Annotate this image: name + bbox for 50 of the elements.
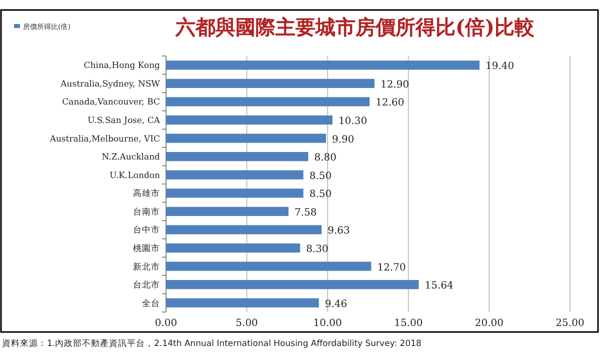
data-label: 8.50 [309, 189, 332, 200]
y-tick-label: 台北市 [133, 280, 160, 291]
x-tick-label: 5.00 [236, 318, 258, 329]
bar [166, 206, 288, 216]
x-tick-label: 15.00 [394, 318, 423, 329]
y-tick-label: 高雄市 [133, 188, 160, 200]
y-tick-label: 新北市 [133, 261, 160, 272]
data-label: 9.46 [324, 298, 348, 310]
bar [166, 298, 319, 308]
data-label: 8.50 [309, 170, 332, 182]
data-label: 19.40 [486, 61, 514, 72]
data-label: 8.30 [306, 244, 328, 255]
data-label: 7.58 [294, 207, 317, 218]
bar [166, 280, 419, 290]
y-tick-label: China,Hong Kong [84, 61, 161, 72]
y-tick-label: Canada,Vancouver, BC [62, 98, 160, 108]
data-label: 9.90 [332, 134, 354, 146]
bar [166, 78, 374, 88]
bar [166, 60, 480, 70]
data-label: 15.64 [424, 280, 454, 292]
bar [166, 97, 370, 106]
bar [166, 243, 300, 253]
data-label: 12.90 [380, 79, 410, 90]
x-tick-label: 20.00 [474, 318, 504, 329]
y-tick-label: U.S.San Jose, CA [88, 116, 161, 126]
bar [166, 134, 326, 143]
data-label: 12.60 [376, 98, 404, 109]
x-tick-label: 25.00 [556, 318, 584, 329]
x-tick-label: 0.00 [154, 318, 178, 329]
data-label: 8.80 [314, 152, 336, 164]
source-note: 資料來源：1.內政部不動產資訊平台，2.14th Annual International Housing Affordability Survey: 2018 [2, 338, 422, 349]
y-tick-label: 台中市 [133, 224, 160, 236]
data-label: 9.63 [328, 226, 350, 237]
y-tick-label: Australia,Sydney, NSW [60, 79, 160, 90]
x-tick-label: 10.00 [313, 318, 342, 329]
y-tick-label: Australia,Melbourne, VIC [48, 134, 160, 144]
data-label: 10.30 [338, 116, 368, 127]
data-label: 12.70 [377, 262, 406, 274]
bar [166, 152, 308, 162]
bar [166, 115, 332, 125]
y-tick-label: U.K.London [110, 170, 161, 181]
y-tick-label: 桃園市 [133, 243, 160, 254]
chart-title: 六都與國際主要城市房價所得比(倍)比較 [174, 15, 536, 39]
y-tick-label: N.Z.Auckland [102, 152, 161, 163]
y-tick-label: 台南市 [133, 206, 160, 218]
bar [166, 188, 304, 198]
bar [166, 262, 372, 271]
bar [166, 225, 322, 234]
bar [166, 170, 304, 180]
y-tick-label: 全台 [142, 298, 160, 309]
